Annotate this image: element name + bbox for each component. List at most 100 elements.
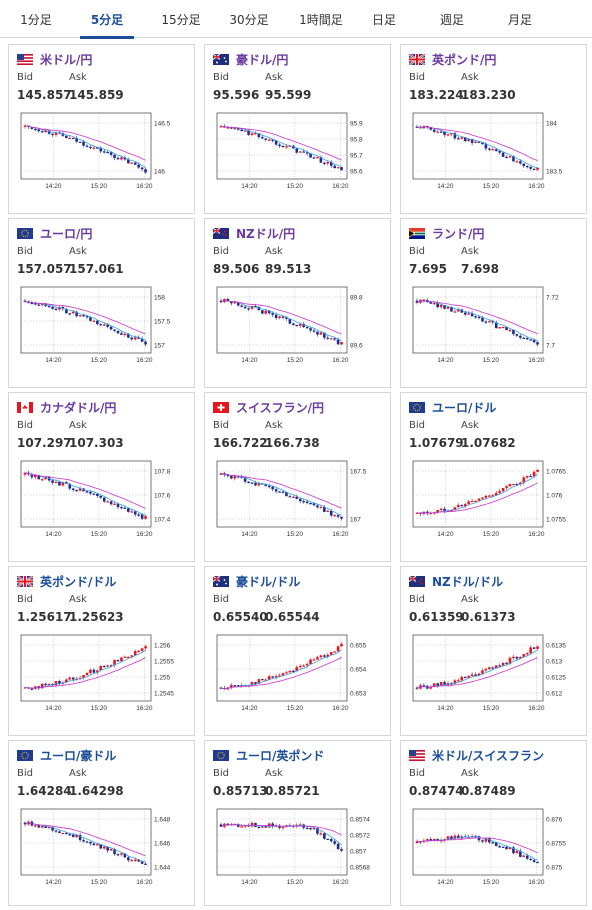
ma-long-line — [24, 301, 146, 335]
pair-name-link[interactable]: ユーロ/ドル — [432, 400, 497, 415]
tab-7[interactable]: 月足 — [507, 13, 532, 27]
candlestick-chart[interactable]: 184 183.5 14:20 15:20 16:20 — [409, 109, 578, 197]
rate-card[interactable]: 英ポンド/円 Bid Ask 183.224 183.230 184 183.5 14:20 1… — [400, 44, 587, 214]
pair-name-link[interactable]: ユーロ/円 — [40, 226, 93, 241]
pair-name-link[interactable]: ランド/円 — [432, 226, 485, 241]
candle-body — [316, 331, 319, 335]
pair-name-link[interactable]: ユーロ/英ポンド — [236, 748, 325, 763]
candlestick-chart[interactable]: 89.8 89.6 14:20 15:20 16:20 — [213, 283, 382, 371]
candle-body — [536, 342, 539, 345]
candle-body — [65, 308, 68, 314]
candle-body — [491, 321, 495, 323]
candle-body — [481, 497, 484, 499]
candle-body — [501, 846, 505, 848]
candle-body — [261, 310, 264, 314]
pair-name-link[interactable]: 英ポンド/ドル — [40, 574, 117, 589]
candlestick-chart[interactable]: 1.0765 1.076 1.0755 14:20 15:20 16:20 — [409, 457, 578, 545]
ma-short-line — [24, 472, 146, 516]
candlestick-chart[interactable]: 158 157.5 157 14:20 15:20 16:20 — [17, 283, 186, 371]
candle-body — [536, 469, 539, 472]
pair-name-link[interactable]: カナダドル/円 — [40, 400, 117, 415]
candle-body — [236, 302, 240, 306]
rate-card[interactable]: 米ドル/円 Bid Ask 145.857 145.859 146.5 146 14:20 15… — [8, 44, 195, 214]
candle-body — [96, 493, 99, 496]
candlestick-chart[interactable]: 7.72 7.7 14:20 15:20 16:20 — [409, 283, 578, 371]
candle-body — [285, 317, 288, 319]
tab-6[interactable]: 週足 — [439, 13, 464, 27]
candle-body — [436, 510, 439, 513]
pair-name-link[interactable]: 豪ドル/ドル — [236, 574, 301, 589]
rate-card[interactable]: スイスフラン/円 Bid Ask 166.722 166.738 167.5 167 14:2… — [204, 392, 391, 562]
bid-value: 0.85713 — [213, 784, 268, 798]
candle-body — [92, 147, 96, 149]
candlestick-chart[interactable]: 1.648 1.646 1.644 14:20 15:20 16:20 — [17, 805, 186, 893]
bid-label: Bid — [409, 768, 425, 779]
rate-card[interactable]: ユーロ/英ポンド Bid Ask 0.85713 0.85721 0.8574 0.8572… — [204, 740, 391, 906]
ma-long-line — [220, 125, 342, 161]
rate-card[interactable]: NZドル/ドル Bid Ask 0.61359 0.61373 0.6135 0.613 0.… — [400, 566, 587, 736]
pair-name-link[interactable]: 豪ドル/円 — [236, 52, 289, 67]
candle-body — [140, 167, 144, 170]
pair-name-link[interactable]: 米ドル/円 — [40, 52, 93, 67]
rate-card[interactable]: 豪ドル/ドル Bid Ask 0.65540 0.65544 0.655 0.654 0.65… — [204, 566, 391, 736]
candle-body — [243, 130, 247, 132]
candlestick-chart[interactable]: 146.5 146 14:20 15:20 16:20 — [17, 109, 186, 197]
candle-body — [329, 510, 333, 516]
tab-5[interactable]: 日足 — [371, 13, 396, 27]
candle-body — [522, 337, 526, 339]
pair-name-link[interactable]: NZドル/ドル — [432, 574, 504, 589]
pair-name-link[interactable]: NZドル/円 — [236, 226, 296, 241]
plot-frame — [20, 460, 152, 528]
tab-4[interactable]: 1時間足 — [299, 13, 343, 27]
candlestick-chart[interactable]: 0.876 0.8755 0.875 14:20 15:20 16:20 — [409, 805, 578, 893]
pair-name-link[interactable]: 米ドル/スイスフラン — [432, 748, 545, 763]
bid-label: Bid — [213, 246, 229, 257]
rate-card[interactable]: 米ドル/スイスフラン Bid Ask 0.87474 0.87489 0.876 0.875… — [400, 740, 587, 906]
pair-name-link[interactable]: ユーロ/豪ドル — [40, 748, 117, 763]
y-tick-label: 167 — [350, 517, 361, 524]
rate-card[interactable]: NZドル/円 Bid Ask 89.506 89.513 89.8 89.6 14:20 15:… — [204, 218, 391, 388]
candlestick-chart[interactable]: 0.6135 0.613 0.6125 0.612 14:20 15:20 16:20 — [409, 631, 578, 719]
y-tick-label: 1.646 — [154, 841, 171, 848]
candlestick-chart[interactable]: 107.8 107.6 107.4 14:20 15:20 16:20 — [17, 457, 186, 545]
x-tick-label: 16:20 — [332, 357, 349, 364]
candle-body — [501, 488, 505, 492]
rate-card[interactable]: ユーロ/ドル Bid Ask 1.07679 1.07682 1.0765 1.076 1.0… — [400, 392, 587, 562]
pair-name-link[interactable]: 英ポンド/円 — [432, 52, 497, 67]
candlestick-chart[interactable]: 95.9 95.8 95.7 95.6 14:20 15:20 16:20 — [213, 109, 382, 197]
candle-body — [488, 838, 491, 843]
tab-2[interactable]: 15分足 — [161, 13, 201, 27]
rate-card[interactable]: カナダドル/円 Bid Ask 107.297 107.303 107.8 107.6 107… — [8, 392, 195, 562]
tab-0[interactable]: 1分足 — [20, 13, 52, 27]
candlestick-chart[interactable]: 0.655 0.654 0.653 14:20 15:20 16:20 — [213, 631, 382, 719]
candle-body — [274, 314, 278, 319]
candle-body — [319, 157, 323, 163]
candle-body — [133, 651, 137, 656]
rate-card[interactable]: 英ポンド/ドル Bid Ask 1.25617 1.25623 1.256 1.2555 1.… — [8, 566, 195, 736]
candle-body — [106, 846, 109, 851]
tab-3[interactable]: 30分足 — [229, 13, 269, 27]
candle-body — [477, 498, 481, 501]
pair-name-link[interactable]: スイスフラン/円 — [236, 400, 325, 415]
candle-body — [37, 129, 41, 132]
y-tick-label: 95.7 — [350, 153, 363, 160]
rate-card[interactable]: ユーロ/円 Bid Ask 157.057 157.061 158 157.5 157 14:2… — [8, 218, 195, 388]
y-tick-label: 0.613 — [546, 659, 563, 666]
candlestick-chart[interactable]: 0.8574 0.8572 0.857 0.8568 14:20 15:20 16:20 — [213, 805, 382, 893]
candle-body — [130, 511, 134, 513]
tab-1[interactable]: 5分足 — [80, 0, 134, 39]
rate-card[interactable]: ユーロ/豪ドル Bid Ask 1.64284 1.64298 1.648 1.646 1.6… — [8, 740, 195, 906]
ma-short-line — [24, 301, 146, 341]
candle-body — [429, 512, 433, 514]
candle-body — [102, 324, 106, 326]
candle-body — [467, 138, 470, 142]
ma-long-line — [416, 126, 538, 161]
candlestick-chart[interactable]: 1.256 1.2555 1.255 1.2545 14:20 15:20 16:20 — [17, 631, 186, 719]
candle-body — [446, 836, 450, 840]
candlestick-chart[interactable]: 167.5 167 14:20 15:20 16:20 — [213, 457, 382, 545]
candle-body — [109, 501, 113, 505]
rate-card[interactable]: ランド/円 Bid Ask 7.695 7.698 7.72 7.7 14:20 15:20 16… — [400, 218, 587, 388]
candle-body — [453, 311, 457, 313]
rate-card[interactable]: 豪ドル/円 Bid Ask 95.596 95.599 95.9 95.8 95.7 95.6 1… — [204, 44, 391, 214]
candle-body — [316, 505, 319, 508]
